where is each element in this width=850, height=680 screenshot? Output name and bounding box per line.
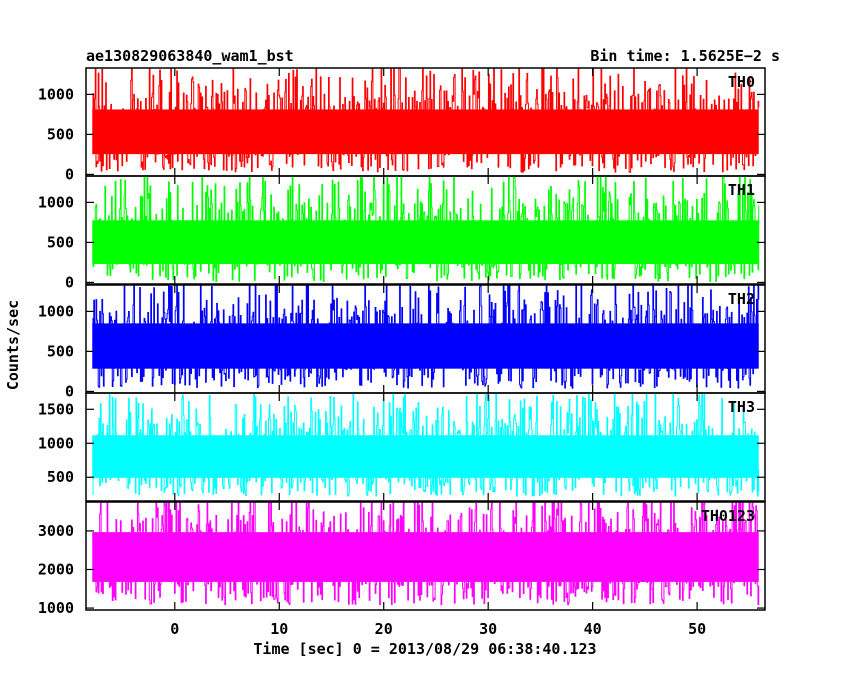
y-tick-label: 1000 [38, 434, 74, 452]
panel-th0123: 1000 2000 3000 TH0123 [38, 501, 766, 617]
panel-label: TH1 [728, 181, 755, 199]
y-tick-label: 1500 [38, 400, 74, 418]
y-tick-label: 1000 [38, 599, 74, 617]
y-tick-label: 500 [47, 342, 74, 360]
panels-group: 0 500 1000 TH0 0 500 1000 TH1 0 500 1000 TH2 500 1000… [38, 67, 766, 617]
x-tick-label: 30 [479, 620, 497, 638]
y-tick-label: 0 [65, 382, 74, 400]
x-axis-label: Time [sec] 0 = 2013/08/29 06:38:40.123 [253, 640, 596, 658]
x-tick-label: 40 [584, 620, 602, 638]
x-tick-label: 0 [170, 620, 179, 638]
y-tick-label: 0 [65, 273, 74, 291]
y-tick-label: 500 [47, 125, 74, 143]
panel-th2: 0 500 1000 TH2 [38, 284, 766, 400]
panel-th3: 500 1000 1500 TH3 [38, 392, 766, 502]
y-tick-label: 500 [47, 233, 74, 251]
chart-title-right: Bin time: 1.5625E−2 s [590, 47, 780, 65]
x-tick-label: 20 [375, 620, 393, 638]
y-tick-label: 3000 [38, 522, 74, 540]
panel-label: TH0123 [701, 507, 755, 525]
series-core-th0123 [92, 532, 759, 582]
y-tick-label: 1000 [38, 302, 74, 320]
series-th3 [92, 393, 760, 497]
panel-th1: 0 500 1000 TH1 [38, 175, 766, 291]
series-core-th3 [92, 435, 759, 478]
series-th0 [92, 68, 760, 173]
series-th1 [92, 176, 760, 283]
y-tick-label: 1000 [38, 85, 74, 103]
y-axis-label: Counts/sec [4, 300, 22, 390]
series-core-th2 [92, 323, 759, 369]
chart-title-left: ae130829063840_wam1_bst [86, 47, 294, 65]
y-tick-label: 1000 [38, 193, 74, 211]
panel-frame [85, 392, 766, 502]
panel-frame [85, 501, 766, 611]
panel-label: TH0 [728, 73, 755, 91]
panel-label: TH2 [728, 290, 755, 308]
x-axis: 0 10 20 30 40 50 [170, 620, 706, 638]
panel-th0: 0 500 1000 TH0 [38, 67, 766, 183]
x-tick-label: 50 [688, 620, 706, 638]
x-tick-label: 10 [270, 620, 288, 638]
series-core-th0 [92, 109, 759, 155]
panel-frame [85, 175, 766, 285]
series-core-th1 [92, 220, 759, 264]
y-tick-label: 500 [47, 468, 74, 486]
series-th0123 [92, 502, 760, 606]
y-tick-label: 0 [65, 165, 74, 183]
series-th2 [92, 285, 760, 389]
y-tick-label: 2000 [38, 561, 74, 579]
panel-label: TH3 [728, 398, 755, 416]
